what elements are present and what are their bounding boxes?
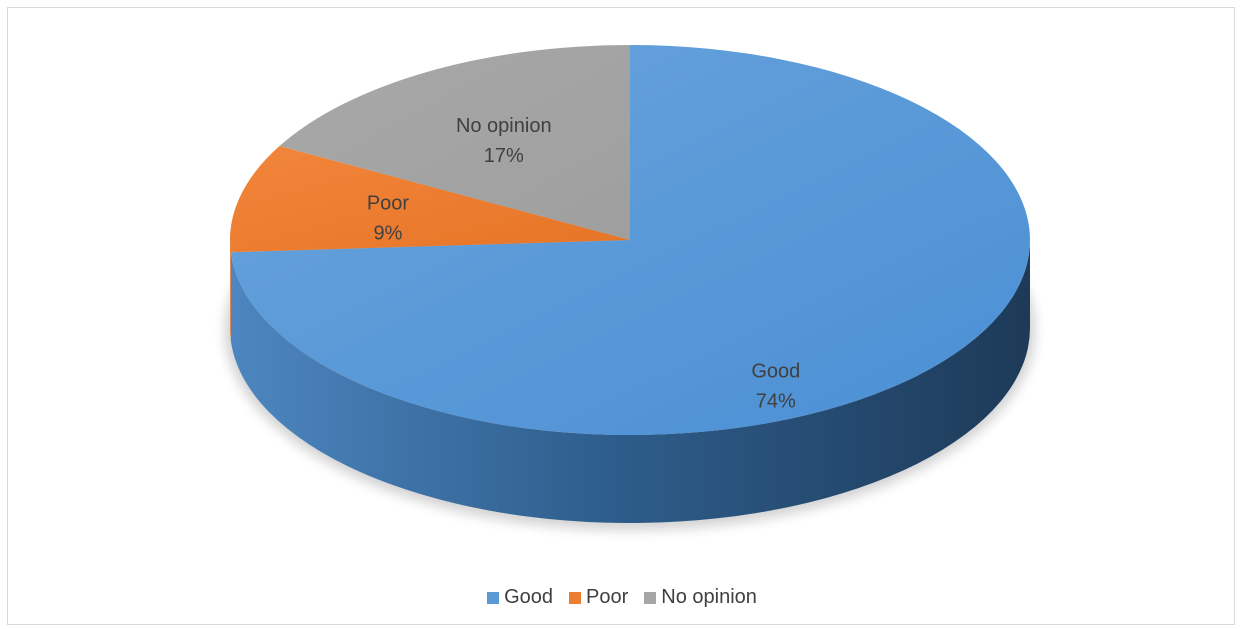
data-label-value-no-opinion: 17% <box>484 145 524 167</box>
pie-slice-good <box>230 45 1030 435</box>
legend-label-good: Good <box>504 586 554 608</box>
data-label-name-poor: Poor <box>367 193 410 215</box>
legend-label-no-opinion: No opinion <box>661 586 757 608</box>
pie-label-layer: Good 74% Poor 9% No opinion 17% <box>367 115 800 413</box>
legend-item-poor: Poor <box>569 586 628 609</box>
data-label-name-no-opinion: No opinion <box>456 115 552 137</box>
pie-side-good <box>230 240 1031 524</box>
pie-side-poor <box>230 240 231 341</box>
data-label-value-good: 74% <box>756 391 796 413</box>
pie-slice-no-opinion <box>279 45 630 240</box>
legend-item-good: Good <box>487 586 553 609</box>
legend-swatch-no-opinion <box>644 591 657 604</box>
data-label-name-good: Good <box>751 361 800 383</box>
legend-swatch-poor <box>569 591 582 604</box>
pie-side-layer <box>230 240 1031 524</box>
chart-legend: Good Poor No opinion <box>0 586 1244 609</box>
pie-top-layer <box>229 45 1030 435</box>
legend-swatch-good <box>487 591 500 604</box>
data-label-value-poor: 9% <box>374 223 403 245</box>
legend-item-no-opinion: No opinion <box>644 586 757 609</box>
pie-slice-poor <box>229 146 630 253</box>
legend-label-poor: Poor <box>586 586 629 608</box>
